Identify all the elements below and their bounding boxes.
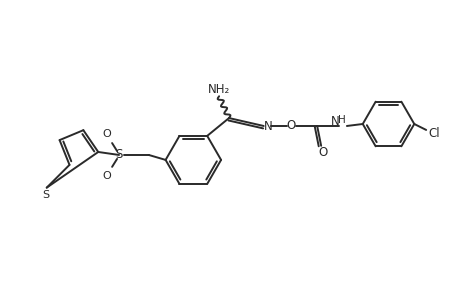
Text: Cl: Cl <box>427 128 439 140</box>
Text: N: N <box>263 121 273 134</box>
Text: N: N <box>330 115 339 128</box>
Text: H: H <box>337 115 345 125</box>
Text: O: O <box>102 171 111 181</box>
Text: O: O <box>318 146 327 159</box>
Text: S: S <box>115 148 123 161</box>
Text: S: S <box>42 190 49 200</box>
Text: NH₂: NH₂ <box>207 83 230 96</box>
Text: O: O <box>102 129 111 139</box>
Text: O: O <box>286 119 296 133</box>
